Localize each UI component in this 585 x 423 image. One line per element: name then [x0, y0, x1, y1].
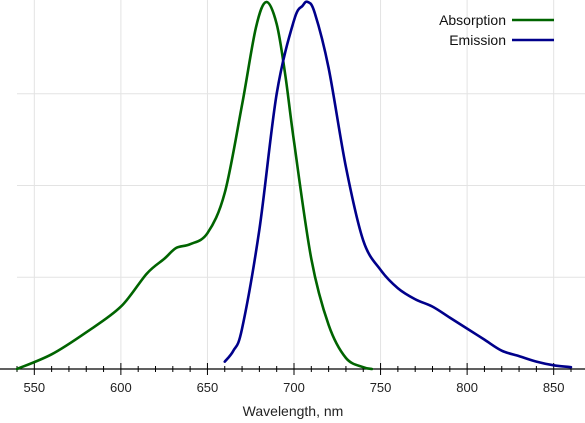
series-line-absorption [15, 0, 374, 371]
x-tick-label: 550 [23, 380, 45, 395]
x-tick-label: 650 [197, 380, 219, 395]
series-layer [15, 0, 573, 371]
x-tick-label: 750 [370, 380, 392, 395]
x-axis-title: Wavelength, nm [243, 403, 344, 419]
x-tick-label: 600 [110, 380, 132, 395]
x-tick-label: 700 [283, 380, 305, 395]
x-axis: 550 600 650 700 750 800 850 [0, 363, 585, 395]
legend: Absorption Emission [439, 12, 554, 48]
x-tick-label: 850 [543, 380, 565, 395]
x-tick-label: 800 [456, 380, 478, 395]
legend-label-emission: Emission [449, 32, 506, 48]
legend-label-absorption: Absorption [439, 12, 506, 28]
series-line-emission [223, 0, 573, 369]
